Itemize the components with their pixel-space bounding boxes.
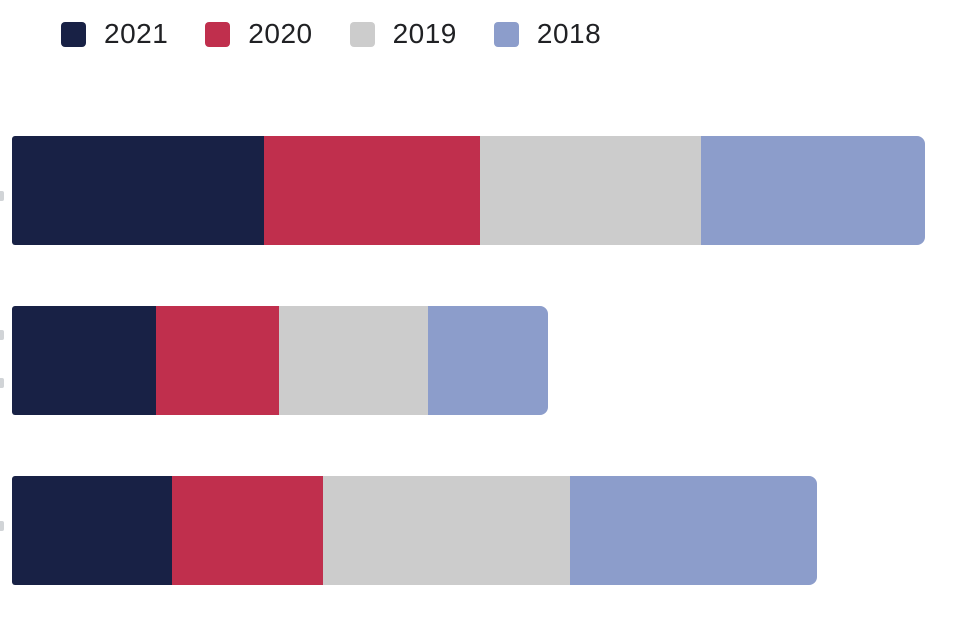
legend-label: 2021 xyxy=(104,18,169,49)
legend-swatch-2019-icon xyxy=(349,21,375,47)
bar-segment-2018[interactable] xyxy=(570,476,817,585)
legend-item-2020: 2020 xyxy=(205,20,312,48)
bar-segment-2019[interactable] xyxy=(279,306,428,415)
bar-row xyxy=(12,306,942,415)
bar-row xyxy=(12,476,942,585)
bar-segment-2021[interactable] xyxy=(12,476,172,585)
legend-item-2019: 2019 xyxy=(349,18,457,49)
bar-chart xyxy=(12,136,942,585)
cropped-axis-label-fragment xyxy=(0,521,4,531)
legend-item-2018: 2018 xyxy=(493,18,602,49)
legend-item-2021: 2021 xyxy=(61,20,168,48)
legend-swatch-2018-icon xyxy=(493,21,519,47)
legend-label: 2020 xyxy=(248,18,313,49)
legend-swatch-2021-icon xyxy=(61,21,86,47)
chart-legend: 2021 2020 2019 2018 xyxy=(61,20,601,48)
cropped-axis-label-fragment xyxy=(0,330,4,340)
legend-swatch-2020-icon xyxy=(205,21,231,47)
bar-segment-2020[interactable] xyxy=(264,136,480,245)
bar-segment-2019[interactable] xyxy=(323,476,570,585)
bar-segment-2020[interactable] xyxy=(156,306,279,415)
cropped-axis-label-fragment xyxy=(0,191,4,201)
bar-segment-2018[interactable] xyxy=(428,306,548,415)
legend-label: 2018 xyxy=(536,18,602,49)
bar-segment-2021[interactable] xyxy=(12,306,156,415)
bar-segment-2019[interactable] xyxy=(480,136,701,245)
bar-segment-2021[interactable] xyxy=(12,136,264,245)
legend-label: 2019 xyxy=(392,18,457,49)
cropped-axis-label-fragment xyxy=(0,378,4,388)
bar-segment-2018[interactable] xyxy=(701,136,925,245)
bar-row xyxy=(12,136,942,245)
bar-segment-2020[interactable] xyxy=(172,476,323,585)
